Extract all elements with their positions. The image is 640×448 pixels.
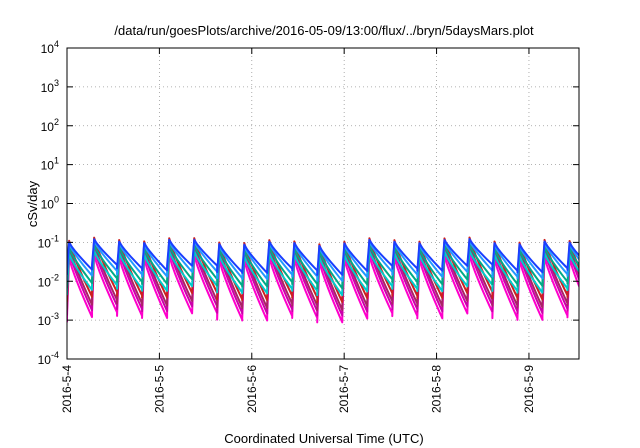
series-group — [67, 236, 579, 324]
y-tick-label: 104 — [41, 39, 59, 56]
y-axis-label: cSv/day — [25, 180, 40, 227]
series-line — [67, 238, 579, 276]
y-tick-label: 10-2 — [38, 272, 59, 289]
chart-title: /data/run/goesPlots/archive/2016-05-09/1… — [114, 23, 534, 38]
x-axis: 2016-5-4 2016-5-5 2016-5-6 2016-5-7 2016-5-8… — [60, 48, 536, 413]
x-tick-label: 2016-5-8 — [430, 365, 444, 413]
x-axis-label: Coordinated Universal Time (UTC) — [224, 431, 423, 446]
y-tick-label: 100 — [41, 195, 59, 212]
grid — [67, 48, 579, 359]
y-tick-label: 10-3 — [38, 311, 59, 328]
y-tick-label: 101 — [41, 156, 59, 173]
y-tick-label: 10-1 — [38, 233, 59, 250]
y-axis: 10-4 10-3 10-2 10-1 100 101 102 103 104 — [38, 39, 579, 367]
x-tick-label: 2016-5-9 — [522, 365, 536, 413]
x-tick-label: 2016-5-7 — [337, 365, 351, 413]
y-tick-label: 10-4 — [38, 350, 59, 367]
x-tick-label: 2016-5-4 — [60, 365, 74, 413]
x-tick-label: 2016-5-6 — [245, 365, 259, 413]
y-tick-label: 103 — [41, 78, 59, 95]
y-tick-label: 102 — [41, 117, 59, 134]
x-tick-label: 2016-5-5 — [152, 365, 166, 413]
